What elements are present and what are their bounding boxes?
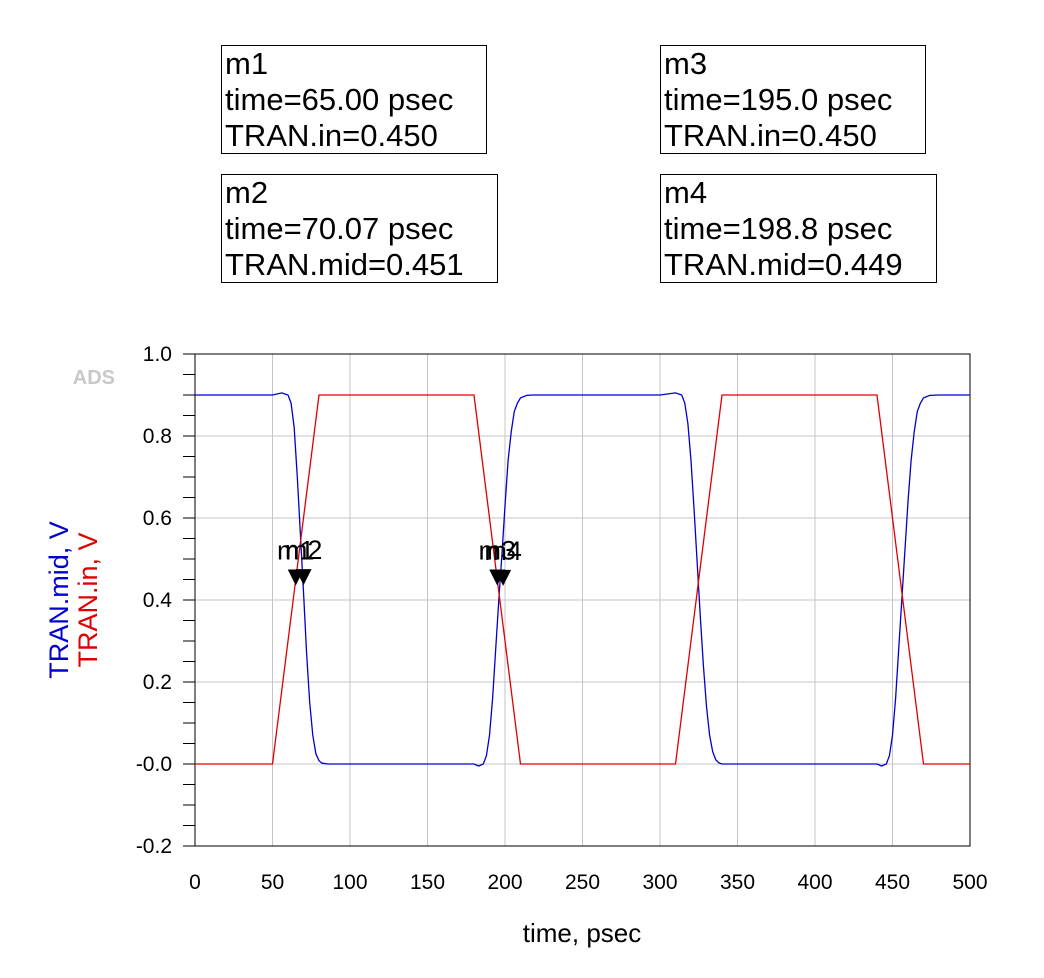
x-tick-label: 300	[642, 871, 677, 894]
y-tick-label: 0.4	[143, 589, 173, 612]
x-tick-label: 400	[797, 871, 832, 894]
marker-time: time=70.07 psec	[225, 211, 454, 246]
y-axis-label-in: TRAN.in, V	[73, 532, 103, 667]
marker-value: TRAN.mid=0.451	[225, 247, 464, 282]
marker-value: TRAN.mid=0.449	[664, 247, 903, 282]
marker-readout-m2: m2 time=70.07 psec TRAN.mid=0.451	[221, 174, 498, 283]
marker-readout-m4: m4 time=198.8 psec TRAN.mid=0.449	[660, 174, 937, 283]
marker-triangle-m2	[295, 569, 312, 586]
marker-readout-m3: m3 time=195.0 psec TRAN.in=0.450	[660, 45, 926, 154]
series-line-tran-mid	[195, 392, 970, 767]
x-tick-label: 500	[952, 871, 987, 894]
plot-frame	[194, 353, 971, 847]
y-tick-label: 0.8	[143, 425, 172, 448]
marker-name: m4	[664, 175, 708, 210]
y-tick-label: 0.2	[143, 671, 172, 694]
marker-label-m3: m3	[478, 536, 516, 566]
marker-value: TRAN.in=0.450	[664, 118, 877, 153]
plot-grid	[194, 353, 971, 847]
x-tick-label: 50	[261, 871, 284, 894]
marker-name: m3	[664, 46, 708, 81]
y-tick-label: 1.0	[143, 343, 172, 366]
y-tick-label: -0.2	[136, 835, 172, 858]
x-axis-label: time, psec	[523, 918, 642, 948]
y-tick-label: -0.0	[136, 753, 172, 776]
y-tick-labels: 1.0 0.8 0.6 0.4 0.2 -0.0 -0.2	[136, 343, 172, 858]
marker-label-m4: m4	[484, 536, 522, 566]
x-tick-label: 450	[875, 871, 910, 894]
marker-name: m1	[225, 46, 269, 81]
ads-watermark: ADS	[73, 367, 115, 389]
x-tick-label: 350	[720, 871, 755, 894]
x-tick-label: 100	[332, 871, 367, 894]
marker-name: m2	[225, 175, 269, 210]
x-tick-labels: 0 50 100 150 200 250 300 350 400 450 500	[189, 871, 987, 894]
marker-time: time=195.0 psec	[664, 82, 893, 117]
marker-triangle-m4	[495, 569, 512, 586]
marker-time: time=65.00 psec	[225, 82, 454, 117]
marker-readout-m1: m1 time=65.00 psec TRAN.in=0.450	[221, 45, 487, 154]
marker-label-m1: m1	[277, 536, 315, 566]
x-tick-label: 200	[487, 871, 522, 894]
y-axis-label-mid: TRAN.mid, V	[44, 521, 74, 679]
x-tick-label: 250	[565, 871, 600, 894]
marker-label-m2: m2	[285, 535, 323, 565]
y-minor-ticks	[183, 353, 195, 847]
marker-value: TRAN.in=0.450	[225, 118, 438, 153]
marker-time: time=198.8 psec	[664, 211, 893, 246]
x-tick-label: 0	[189, 871, 201, 894]
y-tick-label: 0.6	[143, 507, 172, 530]
x-tick-label: 150	[410, 871, 445, 894]
